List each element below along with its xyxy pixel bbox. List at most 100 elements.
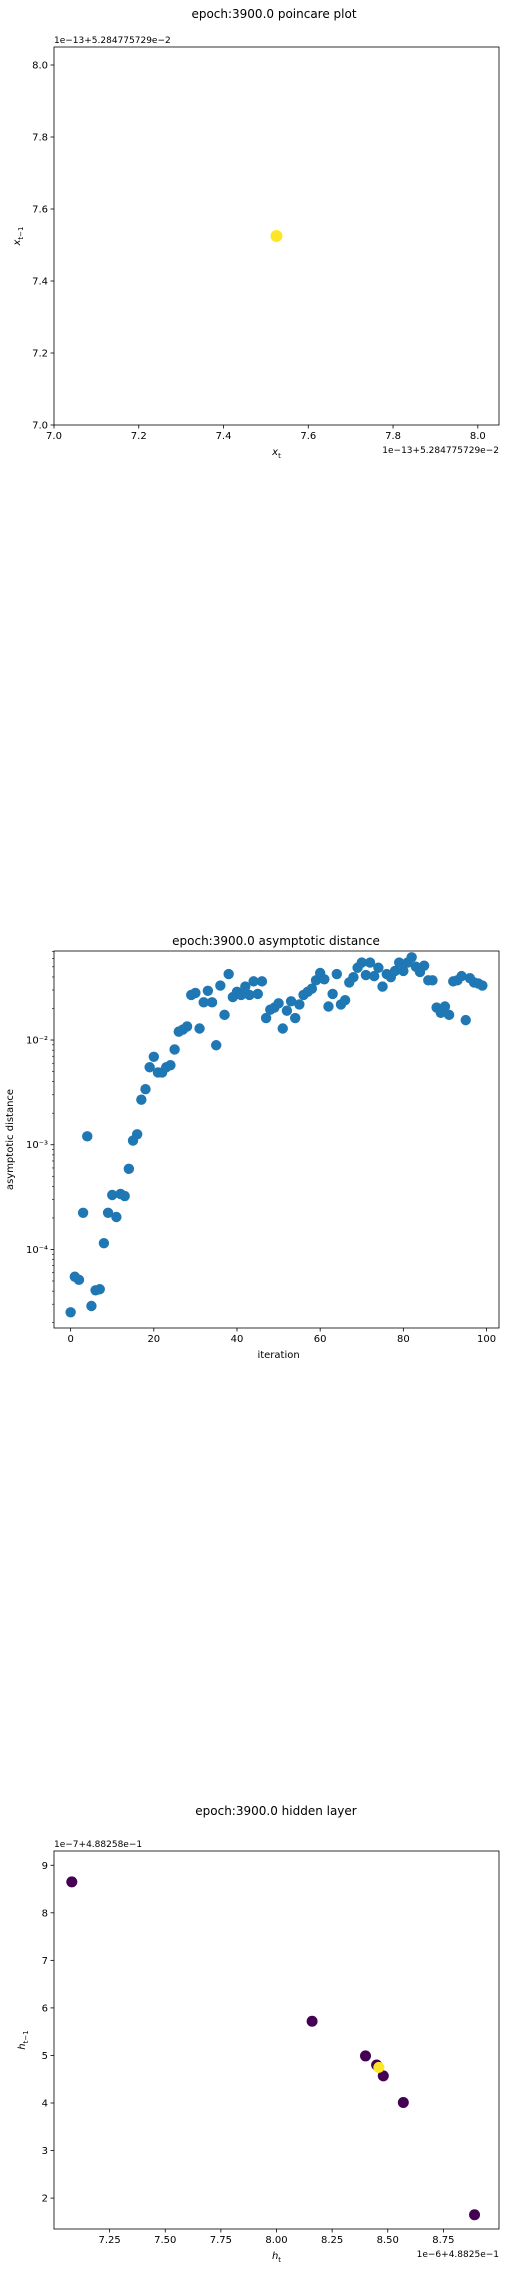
chart2-data-point (65, 1307, 75, 1317)
chart3-xlabel: ht (272, 2251, 281, 2264)
chart2-data-point (136, 1095, 146, 1105)
chart2-data-point (319, 974, 329, 984)
chart2-data-point (74, 1275, 84, 1285)
chart2-xtick-label: 60 (314, 1334, 327, 1345)
chart3-xtick-label: 7.50 (154, 2235, 176, 2246)
chart1-xlabel: xt (271, 447, 281, 460)
chart2-xtick-label: 0 (67, 1334, 73, 1345)
chart3-title: epoch:3900.0 hidden layer (195, 1804, 357, 1818)
chart2-data-point (294, 999, 304, 1009)
chart1-ylabel: xt−1 (12, 227, 25, 247)
chart2-data-point (99, 1238, 109, 1248)
chart2-xtick-label: 40 (231, 1334, 244, 1345)
chart2-data-point (223, 969, 233, 979)
chart2-xtick-label: 80 (397, 1334, 410, 1345)
chart3-ytick-label: 6 (42, 2003, 48, 2014)
chart2-data-point (165, 1060, 175, 1070)
chart1-xtick-label: 7.6 (300, 431, 316, 442)
chart3-data-point (307, 2016, 318, 2027)
chart3-xtick-label: 8.25 (321, 2235, 343, 2246)
chart2-data-point (207, 997, 217, 1007)
chart1-x-offset-text: 1e−13+5.284775729e−2 (382, 446, 499, 456)
chart3-ytick-label: 8 (42, 1908, 48, 1919)
chart2-data-point (149, 1052, 159, 1062)
chart2-data-point (282, 1005, 292, 1015)
chart3-ytick-label: 2 (42, 2194, 48, 2205)
chart2-data-point (190, 988, 200, 998)
chart2-data-point (340, 995, 350, 1005)
chart2-data-point (427, 975, 437, 985)
chart3-xtick-label: 8.00 (265, 2235, 287, 2246)
chart2-xlabel: iteration (257, 1350, 299, 1361)
chart2-data-point (86, 1301, 96, 1311)
chart2-data-point (253, 989, 263, 999)
chart1-ytick-label: 7.4 (32, 277, 48, 288)
chart2-data-point (332, 969, 342, 979)
chart3-xtick-label: 7.75 (210, 2235, 232, 2246)
chart2-data-point (124, 1164, 134, 1174)
chart2-data-point (120, 1191, 130, 1201)
chart2-data-point (182, 1021, 192, 1031)
chart2-data-point (203, 986, 213, 996)
chart2-data-point (111, 1212, 121, 1222)
chart2-data-point (95, 1284, 105, 1294)
chart2-data-point (377, 981, 387, 991)
chart2-data-point (419, 960, 429, 970)
chart2-data-point (477, 980, 487, 990)
chart2-data-point (273, 998, 283, 1008)
chart2-data-point (132, 1129, 142, 1139)
chart2-ytick-label: 10⁻⁴ (26, 1245, 48, 1256)
chart1-xtick-label: 7.0 (46, 431, 62, 442)
chart3-ytick-label: 4 (42, 2099, 48, 2110)
chart2-ytick-label: 10⁻² (26, 1036, 48, 1047)
chart2-data-point (82, 1131, 92, 1141)
chart3-ytick-label: 3 (42, 2146, 48, 2157)
chart3-x-offset-text: 1e−6+4.8825e−1 (417, 2250, 499, 2260)
chart1-xtick-label: 7.4 (216, 431, 232, 442)
chart1-xtick-label: 7.2 (131, 431, 147, 442)
chart2-ytick-label: 10⁻³ (26, 1140, 48, 1151)
chart3-y-offset-text: 1e−7+4.88258e−1 (54, 1840, 142, 1850)
chart2-data-point (290, 1013, 300, 1023)
chart2-data-point (194, 1023, 204, 1033)
chart2-data-point (327, 989, 337, 999)
chart2-data-point (215, 980, 225, 990)
chart2-xtick-label: 100 (477, 1334, 496, 1345)
chart2-xtick-label: 20 (147, 1334, 160, 1345)
chart1-xtick-label: 7.8 (385, 431, 401, 442)
chart1-ytick-label: 7.2 (32, 349, 48, 360)
chart1-ytick-label: 8.0 (32, 61, 48, 72)
chart3-data-point (373, 2062, 384, 2073)
chart3-ytick-label: 7 (42, 1956, 48, 1967)
chart1-data-point (271, 230, 283, 242)
chart3-data-point (398, 2097, 409, 2108)
chart1-y-offset-text: 1e−13+5.284775729e−2 (54, 36, 171, 46)
chart1-ytick-label: 7.6 (32, 205, 48, 216)
chart2-title: epoch:3900.0 asymptotic distance (172, 934, 380, 948)
chart3-ytick-label: 5 (42, 2051, 48, 2062)
chart2-data-point (219, 1010, 229, 1020)
chart2-data-point (323, 1001, 333, 1011)
chart3-xtick-label: 8.50 (377, 2235, 399, 2246)
chart2-ylabel: asymptotic distance (5, 1089, 16, 1190)
chart1-ytick-label: 7.8 (32, 133, 48, 144)
chart1-ytick-label: 7.0 (32, 421, 48, 432)
chart2-data-point (348, 972, 358, 982)
chart3-ylabel: ht−1 (17, 2030, 30, 2049)
chart2-data-point (78, 1208, 88, 1218)
chart1-xtick-label: 8.0 (470, 431, 486, 442)
chart2-data-point (373, 963, 383, 973)
chart3-data-point (360, 2050, 371, 2061)
chart2-data-point (140, 1084, 150, 1094)
chart3-xtick-label: 7.25 (98, 2235, 120, 2246)
chart3-axes-frame (54, 1851, 499, 2229)
chart2-data-point (257, 976, 267, 986)
chart3-ytick-label: 9 (42, 1861, 48, 1872)
chart2-data-point (278, 1023, 288, 1033)
chart3-xtick-label: 8.75 (432, 2235, 454, 2246)
chart1-title: epoch:3900.0 poincare plot (191, 7, 356, 21)
chart3-data-point (469, 2209, 480, 2220)
chart2-data-point (444, 1010, 454, 1020)
chart2-data-point (461, 1015, 471, 1025)
